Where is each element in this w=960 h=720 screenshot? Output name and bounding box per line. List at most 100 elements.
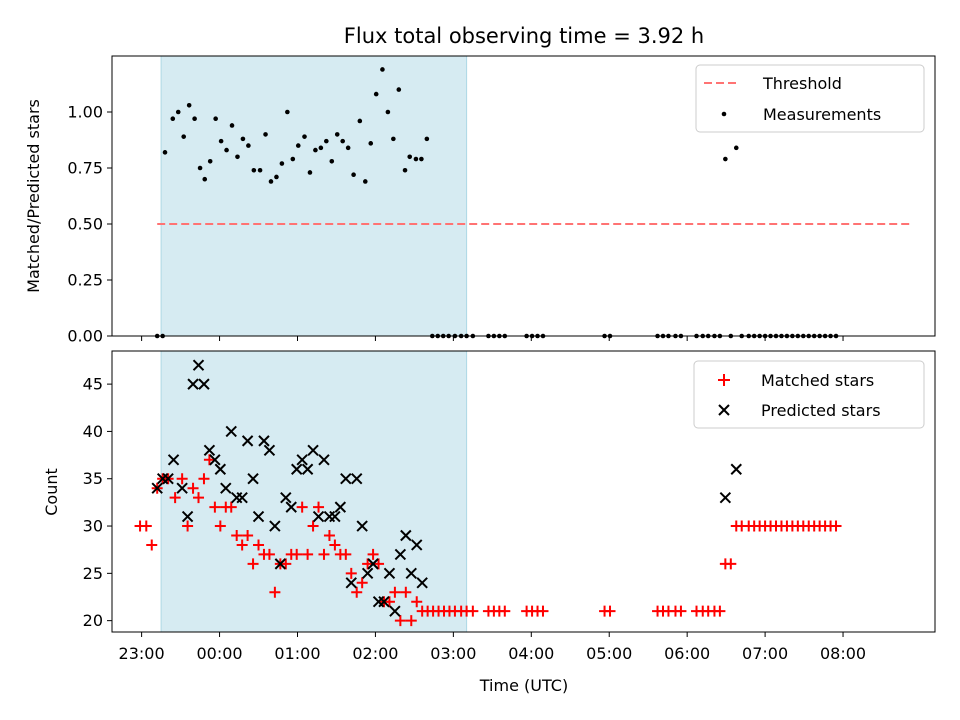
matched-star-point bbox=[411, 596, 423, 608]
matched-star-point bbox=[313, 501, 325, 513]
matched-star-point bbox=[176, 473, 188, 485]
matched-star-point bbox=[725, 558, 737, 570]
measurement-point bbox=[407, 154, 413, 160]
x-tick-label: 07:00 bbox=[742, 644, 788, 663]
x-tick-label: 00:00 bbox=[196, 644, 242, 663]
predicted-star-point bbox=[167, 454, 180, 466]
bottom-y-ticks: 20 25 30 35 40 45 bbox=[83, 375, 112, 630]
y-tick-label: 1.00 bbox=[67, 103, 103, 122]
matched-star-point bbox=[296, 501, 308, 513]
measurement-point bbox=[240, 136, 246, 142]
matched-star-point bbox=[242, 529, 254, 541]
measurement-point bbox=[351, 172, 356, 178]
legend-predicted-swatch bbox=[718, 404, 730, 416]
predicted-star-point bbox=[258, 435, 270, 447]
chart-title: Flux total observing time = 3.92 h bbox=[344, 24, 704, 48]
top-legend: Threshold Measurements bbox=[695, 64, 925, 133]
predicted-star-point bbox=[187, 378, 199, 390]
measurement-point bbox=[368, 141, 374, 146]
predicted-star-point bbox=[345, 577, 357, 589]
matched-star-point bbox=[394, 615, 406, 627]
matched-star-point bbox=[269, 586, 281, 598]
matched-star-point bbox=[383, 596, 395, 608]
measurement-point bbox=[419, 156, 424, 162]
measurement-point bbox=[251, 167, 257, 173]
matched-star-point bbox=[323, 529, 335, 541]
predicted-star-point bbox=[351, 473, 363, 485]
measurement-point bbox=[192, 116, 197, 122]
y-tick-label: 25 bbox=[83, 564, 103, 583]
top-shaded-span bbox=[160, 55, 468, 337]
measurement-point bbox=[313, 147, 318, 153]
matched-star-point bbox=[140, 520, 152, 532]
measurement-point bbox=[257, 167, 263, 173]
measurement-point bbox=[424, 136, 430, 142]
measurement-point bbox=[396, 87, 402, 92]
legend-matched-label: Matched stars bbox=[761, 371, 874, 390]
matched-star-point bbox=[367, 548, 379, 560]
measurement-point bbox=[733, 145, 739, 151]
predicted-star-point bbox=[367, 558, 379, 570]
predicted-star-point bbox=[290, 463, 303, 475]
measurement-point bbox=[235, 154, 240, 160]
measurement-point bbox=[175, 109, 181, 115]
predicted-star-point bbox=[329, 510, 341, 523]
measurement-point bbox=[318, 145, 324, 151]
measurement-point bbox=[274, 174, 279, 180]
bottom-shaded-span bbox=[160, 350, 468, 633]
measurement-point bbox=[181, 134, 187, 139]
predicted-star-point bbox=[269, 520, 281, 532]
x-tick-label: 08:00 bbox=[820, 644, 866, 663]
matched-star-point bbox=[247, 558, 259, 570]
matched-star-point bbox=[203, 454, 215, 466]
matched-star-point bbox=[302, 548, 314, 560]
predicted-star-point bbox=[220, 482, 232, 494]
predicted-star-point bbox=[285, 501, 297, 513]
top-y-ticks: 0.00 0.25 0.50 0.75 1.00 bbox=[67, 103, 112, 346]
predicted-star-point bbox=[405, 567, 417, 580]
predicted-star-point bbox=[280, 491, 292, 504]
legend-threshold-label: Threshold bbox=[762, 74, 842, 93]
measurement-point bbox=[334, 132, 340, 137]
predicted-star-point bbox=[192, 359, 205, 371]
measurement-point bbox=[246, 143, 251, 148]
measurement-point bbox=[362, 179, 368, 184]
y-tick-label: 35 bbox=[83, 469, 103, 488]
matched-star-point bbox=[198, 473, 210, 485]
matched-star-point bbox=[253, 539, 265, 551]
matched-star-point bbox=[356, 577, 368, 589]
measurement-point bbox=[285, 109, 290, 115]
matched-star-point bbox=[351, 586, 363, 598]
matched-star-point bbox=[345, 567, 357, 579]
matched-star-point bbox=[405, 615, 417, 627]
bottom-x-ticks: 23:00 00:00 01:00 02:00 03:00 04:00 05:00 06:00… bbox=[119, 632, 866, 663]
matched-star-point bbox=[214, 520, 226, 532]
matched-star-point bbox=[225, 501, 237, 513]
y-tick-label: 0.50 bbox=[67, 215, 103, 234]
predicted-star-point bbox=[252, 510, 265, 523]
matched-star-point bbox=[362, 558, 374, 570]
matched-star-point bbox=[318, 548, 330, 560]
measurement-point bbox=[413, 156, 419, 162]
predicted-star-point bbox=[334, 501, 347, 513]
measurement-point bbox=[385, 109, 391, 115]
measurement-point bbox=[290, 156, 296, 162]
matched-star-point bbox=[231, 529, 243, 541]
legend-predicted-label: Predicted stars bbox=[761, 401, 881, 420]
matched-star-point bbox=[537, 605, 549, 617]
matched-star-point bbox=[389, 586, 401, 598]
predicted-star-point bbox=[247, 473, 259, 485]
x-tick-label: 05:00 bbox=[586, 644, 632, 663]
predicted-star-point bbox=[209, 454, 221, 466]
measurement-point bbox=[186, 102, 192, 108]
predicted-star-point bbox=[411, 539, 423, 551]
predicted-star-point bbox=[241, 435, 254, 447]
measurement-point bbox=[263, 132, 268, 137]
matched-star-point bbox=[280, 558, 292, 570]
measurement-point bbox=[402, 167, 408, 173]
predicted-star-point bbox=[394, 548, 407, 561]
matched-star-point bbox=[329, 539, 341, 551]
matched-star-point bbox=[307, 520, 319, 532]
matched-star-point bbox=[340, 548, 352, 560]
measurement-point bbox=[373, 91, 379, 97]
